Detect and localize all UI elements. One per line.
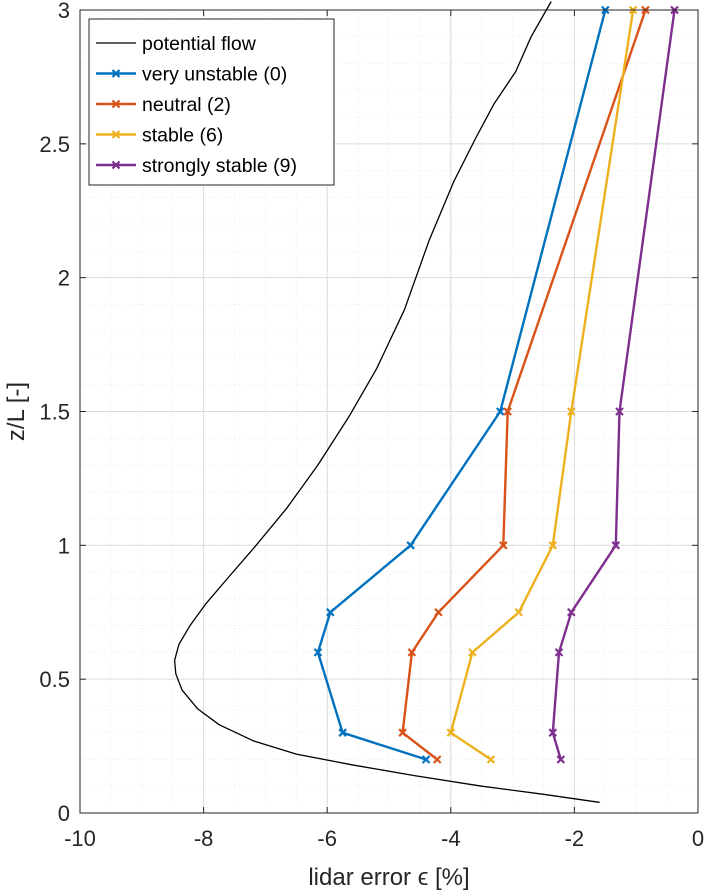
data-point xyxy=(434,607,443,617)
x-tick-label: -6 xyxy=(317,826,337,851)
data-point xyxy=(326,607,335,617)
legend-entry: strongly stable (9) xyxy=(96,155,297,177)
series-layer xyxy=(173,1,679,803)
x-axis-label: lidar error ϵ [%] xyxy=(308,864,469,891)
data-point xyxy=(499,541,508,550)
series-3 xyxy=(446,5,638,764)
legend-entry: potential flow xyxy=(96,33,257,55)
legend-label: very unstable (0) xyxy=(142,64,287,86)
series-line xyxy=(173,1,600,803)
legend: potential flow very unstable (0) neutral (… xyxy=(88,18,335,186)
legend-marker xyxy=(111,160,121,170)
y-tick-label: 1 xyxy=(58,533,70,558)
y-tick-label: 2 xyxy=(58,266,70,291)
data-point xyxy=(432,755,442,764)
data-point xyxy=(338,728,347,737)
legend-box xyxy=(88,18,335,186)
legend-marker xyxy=(111,130,121,139)
legend-label: strongly stable (9) xyxy=(142,155,297,177)
legend-entry: neutral (2) xyxy=(96,94,231,116)
data-point xyxy=(503,407,512,416)
data-point xyxy=(398,728,407,737)
x-tick-labels: -10 -8 -6 -4 -2 0 xyxy=(64,826,704,851)
x-tick-label: -4 xyxy=(441,826,461,851)
y-tick-label: 3 xyxy=(58,0,70,23)
legend-entry: very unstable (0) xyxy=(96,64,287,86)
legend-marker xyxy=(111,69,121,78)
y-tick-label: 0.5 xyxy=(39,667,70,692)
data-point xyxy=(313,648,323,657)
legend-label: neutral (2) xyxy=(142,94,231,116)
y-axis-label: z/L [-] xyxy=(3,382,30,441)
x-tick-label: -8 xyxy=(194,826,214,851)
series-2 xyxy=(398,5,650,764)
y-tick-label: 2.5 xyxy=(39,132,70,157)
legend-label: stable (6) xyxy=(142,125,223,147)
data-point xyxy=(446,728,456,737)
series-0 xyxy=(173,1,600,803)
data-point xyxy=(407,648,417,657)
data-point xyxy=(548,541,558,550)
y-tick-labels: 0 0.5 1 1.5 2 2.5 3 xyxy=(39,0,70,826)
x-tick-label: 0 xyxy=(692,826,704,851)
series-1 xyxy=(313,5,610,764)
y-tick-label: 0 xyxy=(58,801,70,826)
data-point xyxy=(406,541,415,550)
data-point xyxy=(615,407,624,416)
data-point xyxy=(486,755,496,764)
data-point xyxy=(495,407,505,416)
x-tick-label: -2 xyxy=(565,826,585,851)
y-tick-marks xyxy=(80,9,698,814)
data-point xyxy=(556,755,566,764)
legend-entry: stable (6) xyxy=(96,125,223,147)
data-point xyxy=(554,648,564,657)
data-point xyxy=(421,755,431,764)
data-point xyxy=(468,648,477,657)
data-point xyxy=(514,607,524,617)
legend-marker xyxy=(111,99,121,109)
legend-entries: potential flow very unstable (0) neutral (… xyxy=(96,33,297,177)
y-tick-label: 1.5 xyxy=(39,400,70,425)
data-point xyxy=(567,607,576,617)
data-point xyxy=(567,407,576,416)
x-tick-marks xyxy=(79,10,699,813)
data-point xyxy=(611,541,621,550)
x-tick-label: -10 xyxy=(64,826,96,851)
legend-label: potential flow xyxy=(142,33,257,55)
data-point xyxy=(548,728,558,737)
